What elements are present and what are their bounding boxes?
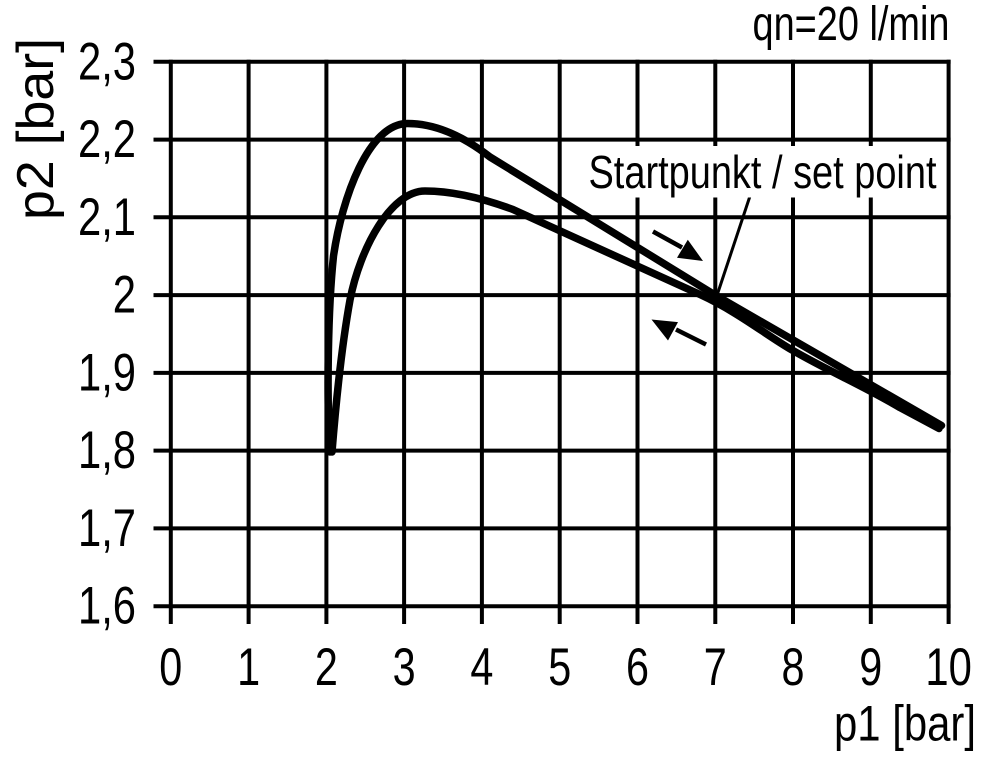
svg-text:1: 1 (237, 638, 260, 697)
svg-text:8: 8 (782, 638, 805, 697)
svg-text:1,9: 1,9 (78, 343, 136, 402)
svg-text:Startpunkt / set point: Startpunkt / set point (589, 146, 937, 198)
svg-text:1,8: 1,8 (78, 421, 136, 480)
svg-text:p2 [bar]: p2 [bar] (7, 38, 65, 220)
svg-text:1,6: 1,6 (78, 577, 136, 636)
svg-text:0: 0 (159, 638, 182, 697)
svg-text:10: 10 (925, 638, 972, 697)
svg-text:2: 2 (315, 638, 338, 697)
svg-text:2,3: 2,3 (78, 32, 136, 91)
svg-text:2,1: 2,1 (78, 188, 136, 247)
svg-text:p1 [bar]: p1 [bar] (834, 696, 976, 752)
svg-text:4: 4 (470, 638, 493, 697)
svg-text:qn=20 l/min: qn=20 l/min (753, 0, 950, 51)
svg-text:2: 2 (113, 266, 136, 325)
svg-text:3: 3 (393, 638, 416, 697)
svg-text:6: 6 (626, 638, 649, 697)
svg-text:1,7: 1,7 (78, 499, 136, 558)
svg-text:7: 7 (704, 638, 727, 697)
svg-text:5: 5 (548, 638, 571, 697)
svg-text:2,2: 2,2 (78, 110, 136, 169)
svg-text:9: 9 (859, 638, 882, 697)
